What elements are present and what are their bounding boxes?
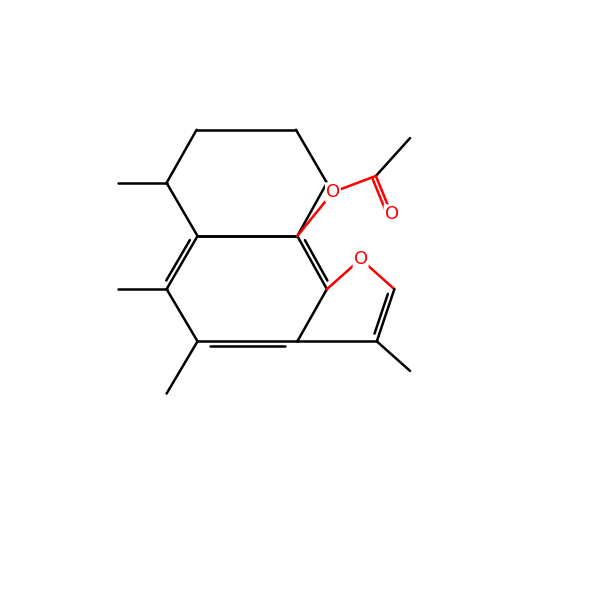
Text: O: O [385, 205, 398, 223]
Text: O: O [353, 250, 368, 268]
Text: O: O [326, 183, 340, 201]
